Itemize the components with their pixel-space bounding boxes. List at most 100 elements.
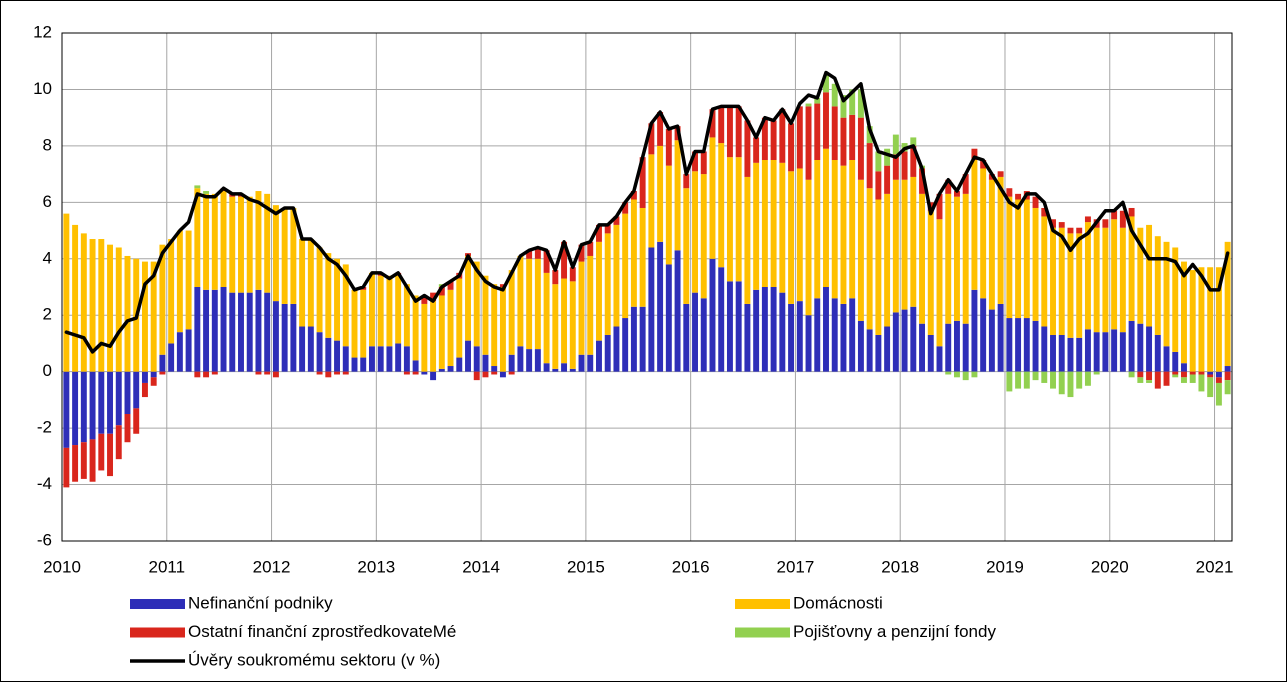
bar bbox=[508, 371, 515, 375]
bar bbox=[814, 298, 821, 372]
bar bbox=[194, 371, 201, 378]
bar bbox=[246, 196, 253, 293]
bar bbox=[89, 439, 96, 482]
bar bbox=[779, 292, 786, 372]
legend-label: Nefinanční podniky bbox=[188, 593, 333, 612]
bar bbox=[718, 267, 725, 372]
bar bbox=[578, 244, 585, 262]
x-tick-label: 2021 bbox=[1196, 557, 1234, 576]
bar bbox=[953, 371, 960, 378]
bar bbox=[561, 241, 568, 279]
bar bbox=[997, 303, 1004, 372]
bar bbox=[430, 301, 437, 372]
bar bbox=[150, 261, 157, 372]
bar bbox=[194, 287, 201, 372]
bar bbox=[499, 371, 506, 378]
bar bbox=[1111, 210, 1118, 220]
bar bbox=[491, 284, 498, 367]
bar bbox=[107, 433, 113, 477]
bar bbox=[875, 199, 882, 335]
bar bbox=[1128, 216, 1135, 321]
bar bbox=[683, 303, 690, 372]
bar bbox=[849, 298, 856, 372]
bar bbox=[596, 224, 602, 242]
bar bbox=[98, 433, 105, 471]
x-tick-label: 2015 bbox=[567, 557, 605, 576]
bar bbox=[875, 151, 882, 172]
bar bbox=[299, 326, 306, 372]
bar bbox=[1032, 207, 1039, 321]
bar bbox=[796, 106, 803, 169]
y-tick-label: 2 bbox=[43, 305, 52, 324]
bar bbox=[1215, 377, 1222, 383]
bar bbox=[360, 357, 367, 372]
x-tick-label: 2014 bbox=[462, 557, 500, 576]
bar bbox=[657, 112, 664, 146]
y-tick-label: 12 bbox=[33, 22, 52, 41]
bar bbox=[1084, 329, 1091, 372]
bar bbox=[1181, 363, 1187, 372]
bar bbox=[630, 191, 637, 200]
bar bbox=[1023, 371, 1030, 389]
bar bbox=[1224, 371, 1231, 381]
bar bbox=[1172, 374, 1179, 378]
bar bbox=[482, 275, 489, 355]
bar bbox=[159, 371, 166, 375]
bar bbox=[1207, 371, 1214, 375]
bar bbox=[1111, 329, 1118, 372]
bar bbox=[325, 371, 332, 378]
bar bbox=[962, 174, 969, 194]
x-tick-label: 2010 bbox=[43, 557, 81, 576]
bar bbox=[1119, 210, 1126, 228]
bar bbox=[1189, 374, 1196, 383]
bar bbox=[272, 371, 279, 378]
bar bbox=[403, 284, 410, 347]
bar bbox=[761, 160, 768, 287]
bar bbox=[465, 255, 471, 341]
bar bbox=[1198, 371, 1205, 375]
bar bbox=[1207, 377, 1214, 398]
bar bbox=[430, 292, 437, 302]
bar bbox=[1154, 334, 1161, 372]
bar bbox=[569, 368, 576, 372]
bar bbox=[788, 171, 795, 304]
bar bbox=[526, 258, 533, 350]
bar bbox=[107, 244, 113, 372]
bar bbox=[648, 123, 655, 155]
bar bbox=[1050, 371, 1056, 389]
bar bbox=[884, 148, 891, 166]
bar bbox=[840, 303, 847, 372]
bar bbox=[1146, 224, 1153, 327]
bar bbox=[342, 346, 349, 372]
bar bbox=[604, 224, 611, 234]
bar bbox=[1015, 371, 1022, 389]
bar bbox=[875, 171, 882, 200]
bar bbox=[264, 193, 271, 293]
bar bbox=[124, 371, 131, 414]
bar bbox=[849, 114, 856, 160]
bar bbox=[796, 301, 803, 372]
bar bbox=[657, 241, 664, 372]
bar bbox=[744, 303, 751, 372]
y-tick-label: -2 bbox=[37, 418, 52, 437]
x-tick-label: 2012 bbox=[253, 557, 291, 576]
bar bbox=[726, 106, 733, 158]
bar bbox=[971, 148, 978, 160]
bar bbox=[788, 303, 795, 372]
y-tick-label: 6 bbox=[43, 192, 52, 211]
bar bbox=[578, 261, 585, 355]
bar bbox=[1058, 227, 1065, 335]
bar bbox=[168, 239, 175, 344]
bar bbox=[587, 354, 594, 372]
bar bbox=[1058, 334, 1065, 372]
bar bbox=[709, 258, 716, 372]
bar bbox=[997, 176, 1004, 304]
bar bbox=[1041, 371, 1048, 383]
bar bbox=[1093, 371, 1100, 375]
bar bbox=[910, 137, 917, 146]
bar bbox=[1181, 377, 1187, 383]
bar bbox=[1058, 371, 1065, 395]
bar bbox=[334, 371, 341, 375]
bar bbox=[377, 275, 384, 347]
